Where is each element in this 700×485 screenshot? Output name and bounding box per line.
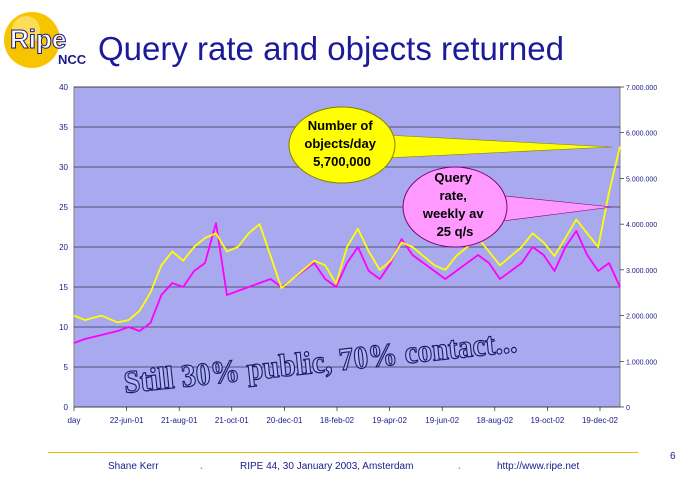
callout-query-line-1: Query xyxy=(434,170,472,185)
y-right-tick-label: 5.000.000 xyxy=(626,176,657,183)
y-left-tick-label: 15 xyxy=(59,283,68,292)
y-left-tick-label: 0 xyxy=(64,403,69,412)
x-tick-label: 18-aug-02 xyxy=(477,416,514,425)
x-tick-label: 19-oct-02 xyxy=(531,416,565,425)
x-tick-label: 19-apr-02 xyxy=(372,416,407,425)
callout-objects-line-2: objects/day xyxy=(304,136,376,151)
callout-query-line-4: 25 q/s xyxy=(437,224,474,239)
y-left-tick-label: 5 xyxy=(64,363,69,372)
y-right-tick-label: 1.000.000 xyxy=(626,359,657,366)
callout-objects-bubble xyxy=(288,106,396,184)
footer-divider xyxy=(48,452,638,453)
callout-objects-line-1: Number of xyxy=(308,118,374,133)
x-tick-label: 22-jun-01 xyxy=(110,416,144,425)
series-objects-returned xyxy=(73,146,621,324)
page-number: 6 xyxy=(670,451,676,462)
series-query-rate xyxy=(73,222,621,344)
svg-text:Number of objects/day: Number of objects/day 5,700,000 xyxy=(304,118,379,169)
y-left-tick-label: 20 xyxy=(59,243,68,252)
footer-separator-1: . xyxy=(200,461,203,472)
logo-text-main: Ripe xyxy=(10,24,66,54)
x-tick-label: 20-dec-01 xyxy=(266,416,303,425)
y-right-tick-label: 4.000.000 xyxy=(626,222,657,229)
y-axis-left: 0 5 10 15 20 25 30 35 40 xyxy=(59,83,68,412)
y-left-tick-label: 25 xyxy=(59,203,68,212)
callout-objects: Number of objects/day 5,700,000 xyxy=(288,106,613,184)
x-axis: day 22-jun-01 21-aug-01 21-oct-01 20-dec-01 1… xyxy=(68,407,619,425)
footer-event: RIPE 44, 30 January 2003, Amsterdam xyxy=(240,461,414,472)
svg-text:Query rate, weekly: Query rate, weekly av 25 q/s xyxy=(422,170,487,239)
callout-query-bubble xyxy=(402,166,508,248)
x-tick-label: 19-jun-02 xyxy=(425,416,459,425)
footer: Shane Kerr . RIPE 44, 30 January 2003, A… xyxy=(0,461,700,477)
callout-objects-line-3: 5,700,000 xyxy=(313,154,371,169)
callout-query: Query rate, weekly av 25 q/s xyxy=(402,166,613,248)
y-left-tick-label: 10 xyxy=(59,323,68,332)
x-tick-label: day xyxy=(68,416,81,425)
y-right-tick-label: 3.000.000 xyxy=(626,268,657,275)
footer-author: Shane Kerr xyxy=(108,461,159,472)
y-right-tick-label: 0 xyxy=(626,405,630,412)
x-tick-label: 21-aug-01 xyxy=(161,416,198,425)
footer-url[interactable]: http://www.ripe.net xyxy=(497,461,580,472)
page-title: Query rate and objects returned xyxy=(98,30,564,67)
x-tick-label: 21-oct-01 xyxy=(215,416,249,425)
y-left-tick-label: 30 xyxy=(59,163,68,172)
y-axis-right: 0 1.000.000 2.000.000 3.000.000 4.000.000 5.0… xyxy=(620,85,657,412)
x-tick-label: 18-feb-02 xyxy=(320,416,355,425)
series-lines xyxy=(73,146,621,344)
y-left-tick-label: 40 xyxy=(59,83,68,92)
footer-separator-2: . xyxy=(458,461,461,472)
y-right-tick-label: 2.000.000 xyxy=(626,314,657,321)
logo-text-sub: NCC xyxy=(58,52,87,67)
y-right-tick-label: 6.000.000 xyxy=(626,131,657,138)
y-left-tick-label: 35 xyxy=(59,123,68,132)
chart: 0 5 10 15 20 25 30 35 40 0 1.000.000 2.000.000 3.00… xyxy=(59,83,657,425)
y-right-tick-label: 7.000.000 xyxy=(626,85,657,92)
callout-query-line-2: rate, xyxy=(439,188,466,203)
callout-query-line-3: weekly av xyxy=(422,206,484,221)
x-tick-label: 19-dec-02 xyxy=(582,416,619,425)
ripe-ncc-logo: Ripe NCC xyxy=(4,12,87,68)
